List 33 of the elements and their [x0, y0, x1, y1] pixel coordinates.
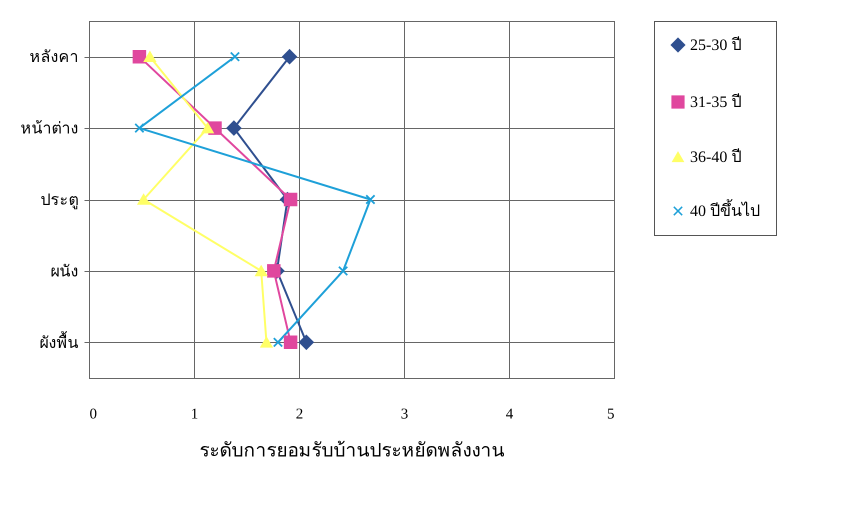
point: [284, 192, 298, 206]
legend-label: 36-40 ปี: [690, 148, 742, 166]
point: [230, 52, 240, 62]
point: [132, 50, 146, 64]
point: [338, 266, 348, 276]
y-tick-label: ประตู: [40, 192, 78, 210]
point: [284, 336, 298, 350]
legend-label: 40 ปีขึ้นไป: [690, 199, 760, 220]
point: [255, 266, 268, 276]
point: [202, 122, 214, 134]
x-tick-label: 1: [190, 406, 198, 422]
y-tick-label: ผนัง: [50, 263, 78, 280]
x-tick-label: 3: [400, 406, 408, 422]
point: [365, 194, 376, 205]
point: [267, 264, 281, 278]
point: [282, 49, 297, 64]
legend-label: 31-35 ปี: [690, 93, 742, 111]
point: [226, 120, 242, 136]
x-axis-title: ระดับการยอมรับบ้านประหยัดพลังงาน: [200, 440, 504, 462]
point: [138, 194, 150, 205]
point: [134, 123, 144, 134]
x-tick-label: 4: [506, 406, 514, 422]
y-tick-label: หลังคา: [30, 49, 78, 66]
point: [272, 337, 284, 348]
point: [298, 334, 314, 350]
legend-label: 25-30 ปี: [690, 36, 742, 54]
x-tick-label: 2: [296, 406, 304, 422]
x-tick-label: 0: [90, 406, 97, 422]
point: [260, 337, 272, 348]
y-tick-label: ผังพื้น: [40, 330, 78, 352]
y-tick-label: หน้าต่าง: [20, 120, 78, 138]
x-tick-label: 5: [607, 406, 614, 422]
point: [144, 51, 156, 62]
